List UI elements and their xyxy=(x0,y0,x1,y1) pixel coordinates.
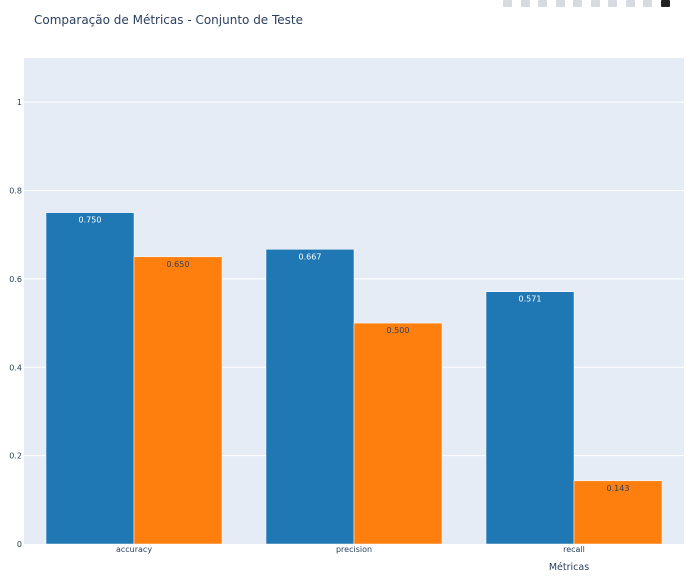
bar-recall-1[interactable] xyxy=(573,480,663,545)
box-select-icon[interactable] xyxy=(555,0,565,7)
y-tick-label: 0 xyxy=(17,540,22,549)
y-tick-label: 0.4 xyxy=(9,363,22,372)
camera-icon[interactable] xyxy=(503,0,512,7)
zoom-out-icon[interactable] xyxy=(608,0,617,7)
y-tick-label: 0.2 xyxy=(9,452,22,461)
data-label: 0.650 xyxy=(167,260,190,269)
chart-title: Comparação de Métricas - Conjunto de Tes… xyxy=(34,13,304,27)
bar-precision-0[interactable] xyxy=(265,249,355,545)
data-label: 0.500 xyxy=(387,326,410,335)
pan-icon[interactable] xyxy=(538,0,547,7)
bar-accuracy-0[interactable] xyxy=(45,212,135,545)
bar-recall-0[interactable] xyxy=(485,291,575,545)
data-labels: 0.750 0.650 0.667 0.500 0.571 0.143 xyxy=(79,216,630,493)
data-label: 0.143 xyxy=(607,484,630,493)
x-tick-label: precision xyxy=(336,545,372,554)
bar-precision-1[interactable] xyxy=(353,322,443,545)
x-tick-label: accuracy xyxy=(116,545,152,554)
x-axis-title: Métricas xyxy=(549,562,589,573)
data-label: 0.750 xyxy=(79,216,102,225)
lasso-icon[interactable] xyxy=(573,0,582,7)
bar-accuracy-1[interactable] xyxy=(133,256,223,545)
y-tick-label: 0.8 xyxy=(9,187,22,196)
autoscale-icon[interactable] xyxy=(625,0,635,7)
x-tick-label: recall xyxy=(563,545,585,554)
zoom-in-icon[interactable] xyxy=(590,0,600,7)
zoom-icon[interactable] xyxy=(520,0,530,7)
bars xyxy=(45,212,663,545)
y-axis: 0 0.2 0.4 0.6 0.8 1 xyxy=(9,98,22,549)
x-axis: accuracy precision recall xyxy=(116,545,585,554)
data-label: 0.571 xyxy=(519,295,542,304)
y-tick-label: 0.6 xyxy=(9,275,22,284)
data-label: 0.667 xyxy=(299,252,322,261)
y-tick-label: 1 xyxy=(17,98,22,107)
chart-toolbar xyxy=(503,0,679,8)
plotly-logo-icon[interactable] xyxy=(660,0,670,7)
reset-axes-icon[interactable] xyxy=(643,0,652,7)
